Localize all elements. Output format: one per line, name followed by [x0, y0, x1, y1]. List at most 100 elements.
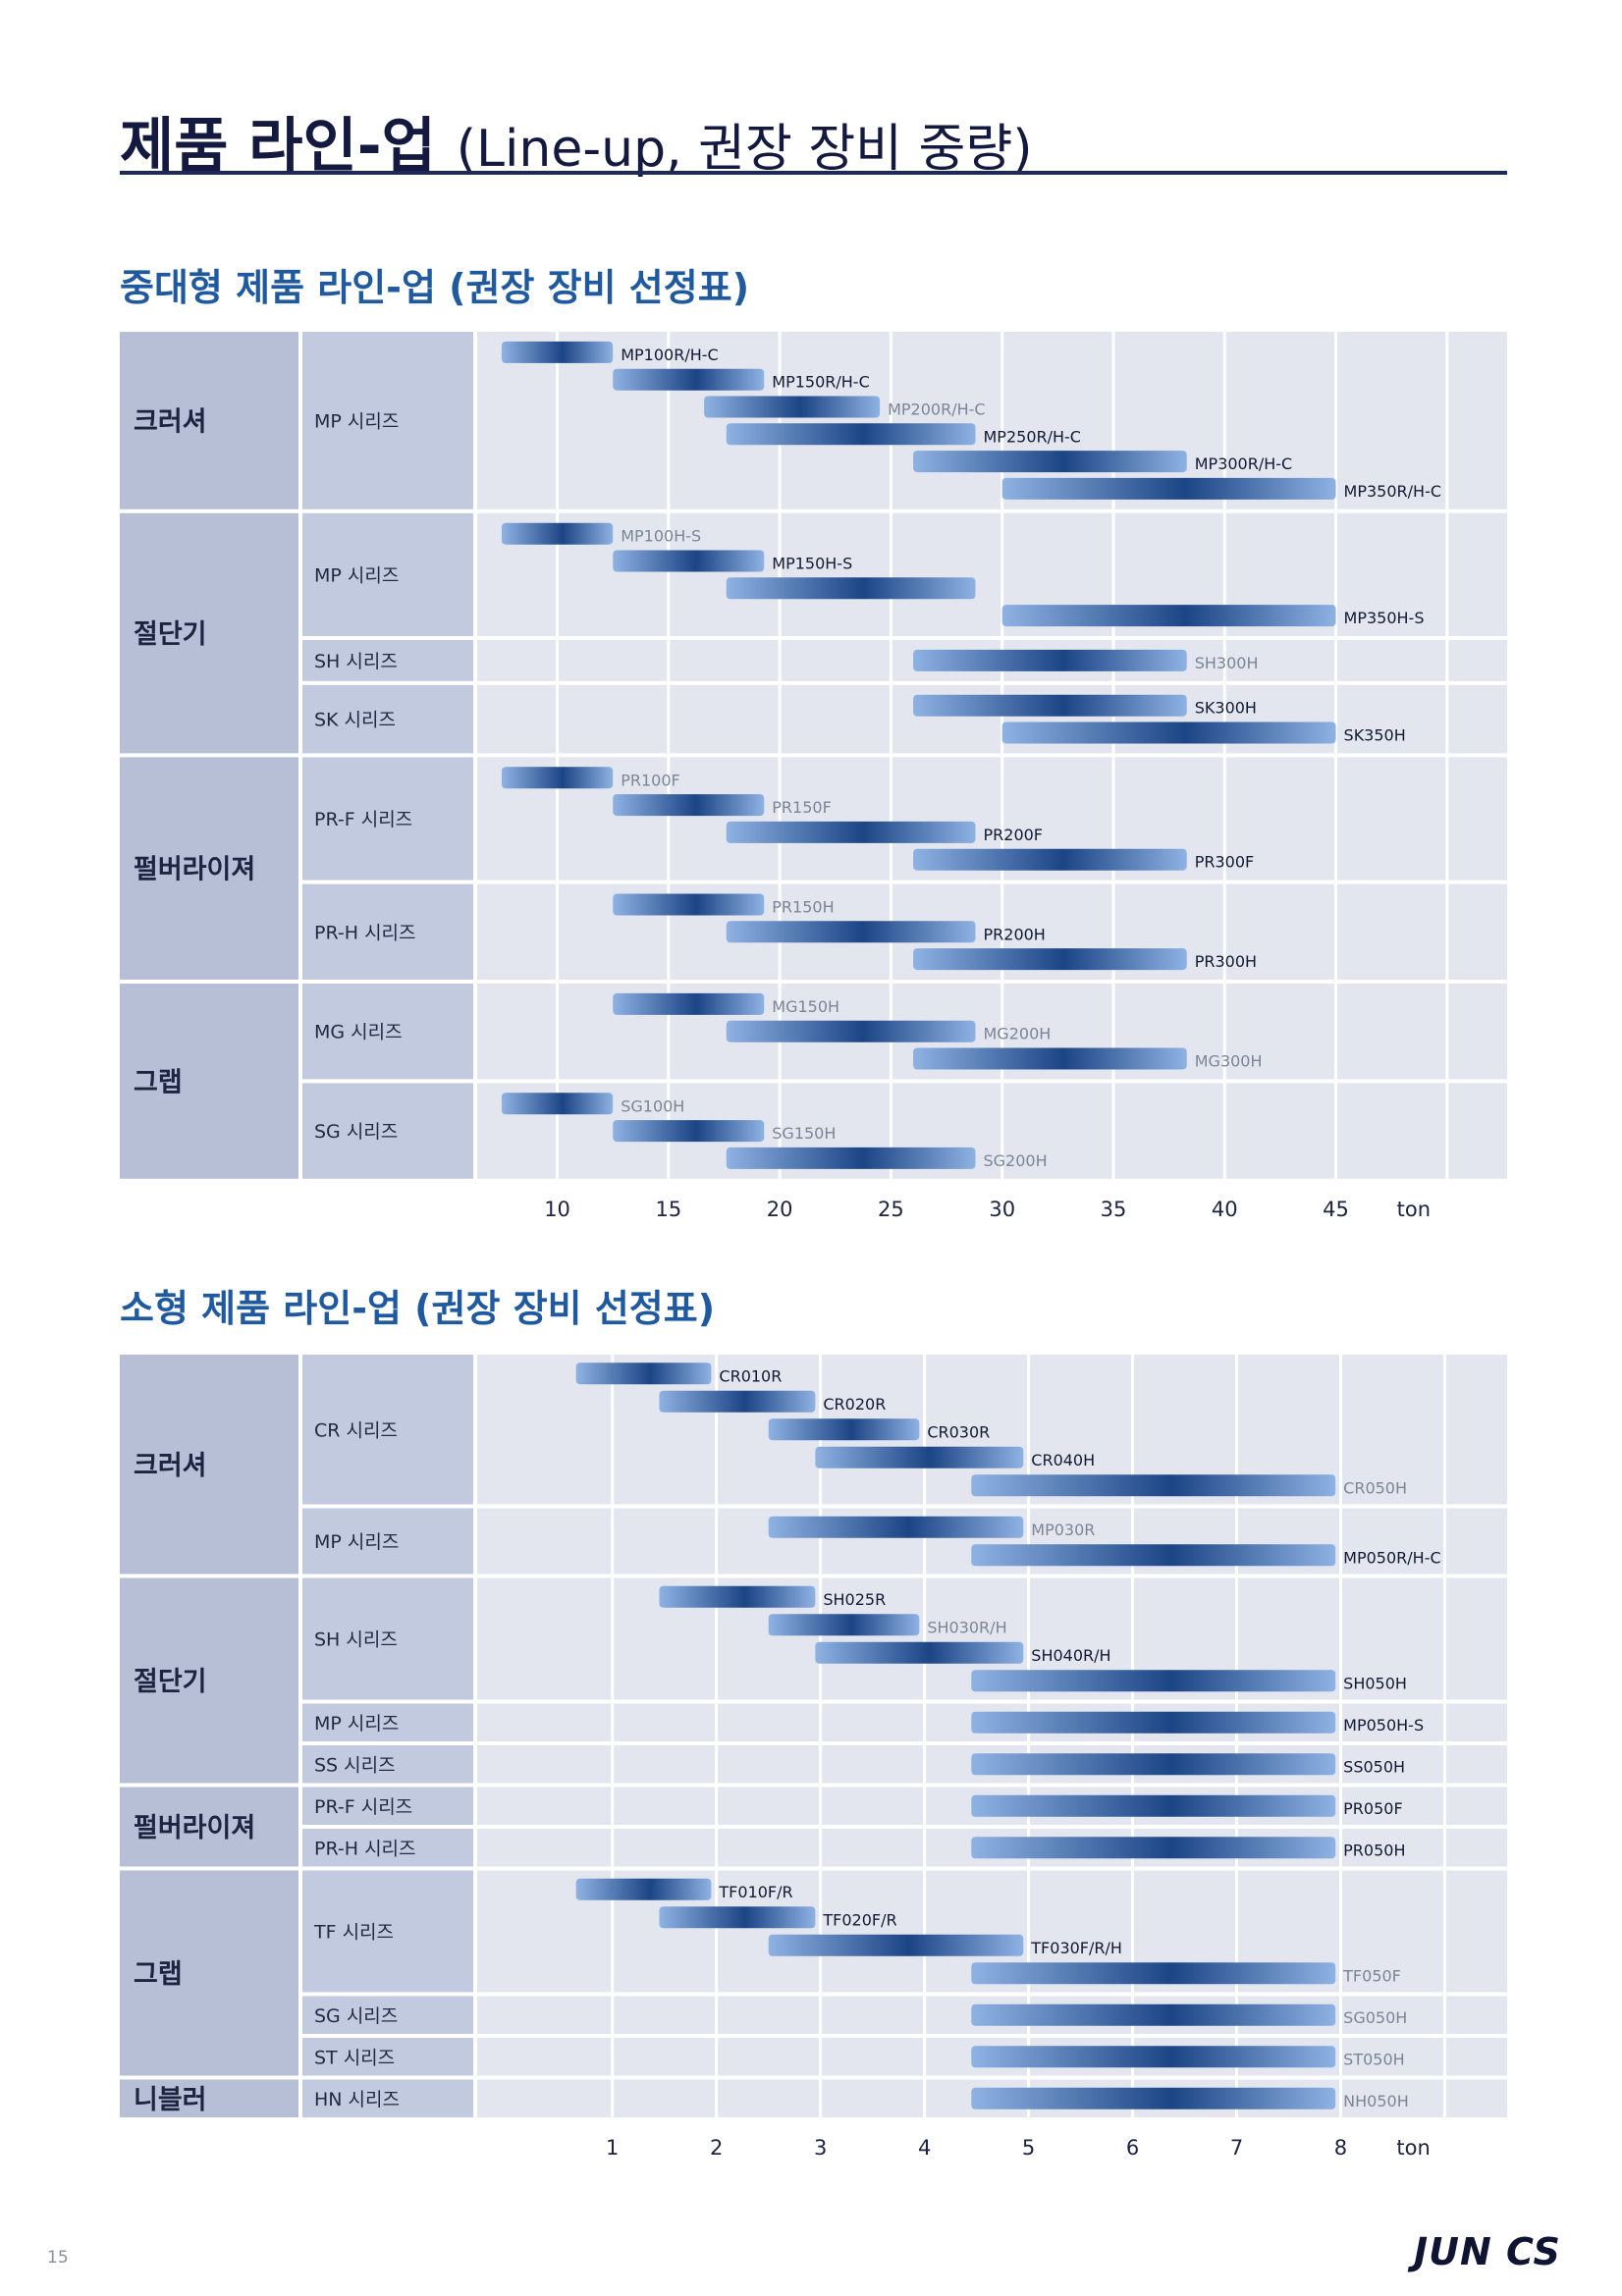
range-bar: [913, 451, 1187, 473]
series-label: SG 시리즈: [314, 2005, 398, 2027]
axis-tick-label: 25: [878, 1198, 904, 1221]
range-bar: [971, 1962, 1336, 1985]
series-label: TF 시리즈: [313, 1922, 394, 1944]
bar-label: PR200F: [984, 826, 1044, 844]
bar-label: SK350H: [1344, 726, 1406, 745]
bar-label: MP250R/H-C: [984, 427, 1081, 446]
range-bar: [501, 522, 614, 545]
range-bar: [913, 848, 1187, 871]
range-bar: [659, 1585, 816, 1608]
series-cell: [302, 1355, 473, 1505]
series-cell: [302, 1787, 473, 1825]
range-bar: [971, 1794, 1336, 1817]
category-label: 절단기: [134, 1667, 207, 1697]
brand-logo: JUN CS: [1414, 2230, 1561, 2273]
series-cell: [302, 640, 473, 681]
bar-label: CR010R: [719, 1366, 782, 1385]
bar-label: SH030R/H: [927, 1618, 1006, 1636]
range-bar: [971, 1837, 1336, 1859]
bar-label: SH040R/H: [1031, 1646, 1110, 1665]
range-bar: [575, 1878, 712, 1900]
bar-label: SK300H: [1195, 699, 1257, 718]
series-cell: [302, 1745, 473, 1784]
bar-label: MP100R/H-C: [621, 346, 718, 364]
range-bar: [726, 1147, 976, 1169]
bar-label: MP350R/H-C: [1344, 482, 1441, 501]
bar-label: CR040H: [1031, 1451, 1095, 1469]
category-cell: [120, 757, 298, 980]
bar-label: SG050H: [1343, 2008, 1407, 2027]
bar-label: PR300F: [1195, 853, 1255, 872]
series-cell: [302, 984, 473, 1080]
bar-label: MP050H-S: [1343, 1716, 1424, 1735]
series-cell: [302, 1829, 473, 1867]
category-label: 크러셔: [134, 406, 207, 437]
range-bar: [659, 1390, 816, 1413]
category-cell: [120, 512, 298, 754]
range-bar: [704, 396, 881, 418]
axis-tick-label: 20: [767, 1198, 793, 1221]
range-bar: [971, 1474, 1336, 1497]
range-bar: [768, 1418, 920, 1441]
series-cell: [302, 2038, 473, 2076]
range-bar: [815, 1446, 1024, 1468]
series-label: PR-F 시리즈: [314, 809, 412, 830]
series-label: SS 시리즈: [314, 1754, 396, 1776]
bar-label: CR050H: [1343, 1478, 1407, 1497]
category-cell: [120, 1355, 298, 1575]
range-bar: [501, 341, 614, 363]
range-bar: [659, 1906, 816, 1929]
bar-label: SH050H: [1343, 1674, 1407, 1692]
bar-label: SG100H: [621, 1096, 684, 1115]
range-bar: [913, 948, 1187, 971]
axis-tick-label: 7: [1230, 2136, 1243, 2160]
bar-label: TF010F/R: [718, 1883, 792, 1901]
series-label: SH 시리즈: [314, 651, 398, 672]
bar-label: PR200H: [984, 925, 1046, 943]
axis-tick-label: 40: [1212, 1198, 1238, 1221]
bar-label: SG200H: [984, 1151, 1048, 1170]
axis-unit-label: ton: [1396, 2136, 1430, 2160]
axis-unit-label: ton: [1397, 1198, 1431, 1221]
series-label: MP 시리즈: [314, 1531, 399, 1553]
axis-tick-label: 1: [606, 2136, 619, 2160]
range-bar: [613, 550, 765, 572]
range-bar: [971, 2087, 1336, 2109]
range-bar: [768, 1516, 1024, 1538]
bar-label: SH025R: [823, 1590, 886, 1609]
series-label: PR-H 시리즈: [314, 1838, 416, 1859]
range-bar: [613, 992, 765, 1015]
range-bar: [971, 1544, 1336, 1567]
axis-tick-label: 2: [710, 2136, 723, 2160]
range-bar: [1001, 605, 1336, 627]
range-bar: [726, 423, 976, 446]
page-title-main: 제품 라인-업: [120, 112, 436, 181]
bar-label: MG300H: [1195, 1052, 1263, 1071]
chart-large-lineup: 크러셔 MP 시리즈 MP100R/H-C MP150R/H-C MP200R/H-C M…: [120, 332, 1507, 1221]
range-bar: [1001, 477, 1336, 500]
section-title-small: 소형 제품 라인-업 (권장 장비 선정표): [120, 1287, 716, 1330]
range-bar: [913, 649, 1187, 671]
bar-label: PR100F: [621, 771, 680, 789]
series-label: CR 시리즈: [314, 1419, 398, 1441]
series-cell: [302, 2079, 473, 2117]
axis-tick-label: 45: [1323, 1198, 1349, 1221]
category-label: 펄버라이져: [134, 1813, 255, 1843]
category-label: 절단기: [134, 619, 207, 650]
series-label: SK 시리즈: [314, 710, 396, 731]
axis-tick-label: 35: [1101, 1198, 1127, 1221]
bar-label: PR150F: [772, 798, 832, 817]
range-bar: [726, 921, 976, 943]
bar-label: NH050H: [1343, 2092, 1409, 2110]
title-rule: [120, 171, 1507, 175]
range-bar: [501, 1093, 614, 1115]
series-label: MP 시리즈: [314, 564, 399, 586]
range-bar: [971, 2003, 1336, 2026]
series-label: SH 시리즈: [314, 1629, 398, 1651]
series-cell: [302, 684, 473, 754]
series-label: HN 시리즈: [314, 2089, 400, 2110]
axis-tick-label: 4: [918, 2136, 931, 2160]
range-bar: [501, 767, 614, 789]
bar-label: PR150H: [772, 898, 834, 917]
bar-label: MP100H-S: [621, 527, 701, 546]
